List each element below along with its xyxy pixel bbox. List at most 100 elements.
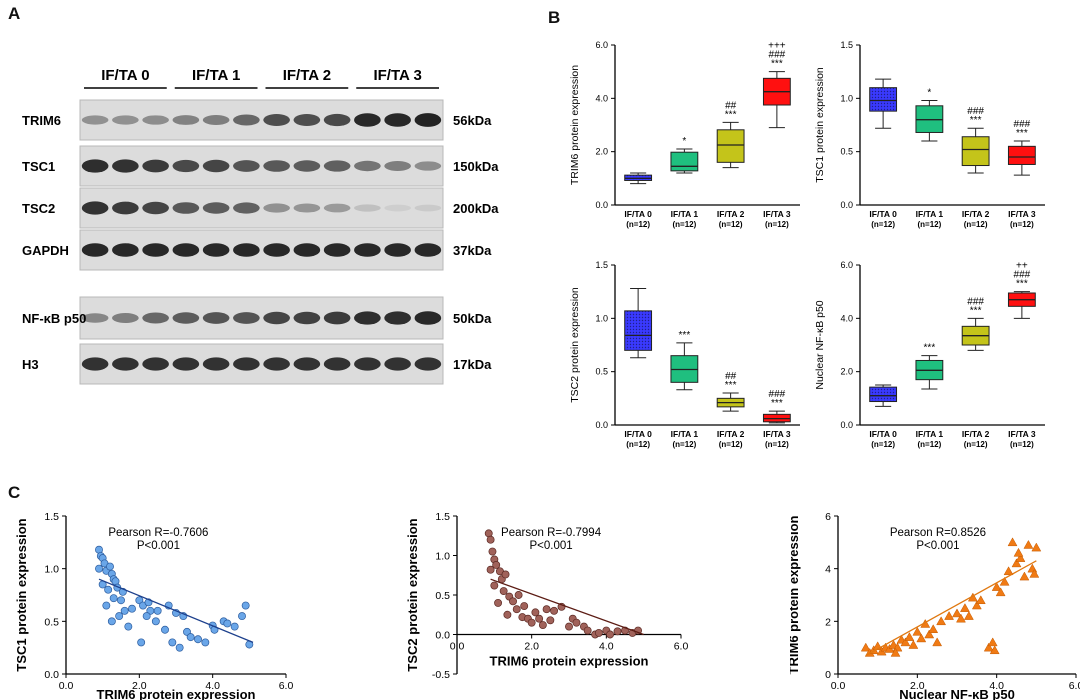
- significance-mark: ***: [1016, 279, 1028, 290]
- y-tick-label: 1.5: [435, 511, 450, 523]
- blot-band: [263, 160, 290, 172]
- boxplot-trim6: 0.0 2.0 4.0 6.0 TRIM6 protein expression IF/T…: [569, 40, 800, 229]
- significance-mark: ##: [725, 371, 737, 382]
- blot-band: [233, 243, 260, 257]
- pearson-label: Pearson R=-0.7606: [108, 527, 208, 539]
- blot-band: [172, 243, 200, 257]
- category-label: IF/TA 2: [717, 429, 745, 439]
- blot-band: [142, 243, 169, 257]
- data-point: [527, 618, 536, 627]
- blot-band: [293, 203, 321, 213]
- scatter-tsc2-vs-trim6: -0.5 0.0 0.5 1.0 1.5 0.0 2.0 4.0 6.0 TSC2 protein…: [405, 511, 688, 681]
- blot-band: [202, 357, 230, 371]
- blot-band: [172, 357, 200, 371]
- data-point: [161, 625, 169, 634]
- data-point: [542, 605, 551, 614]
- data-point: [520, 602, 529, 611]
- blot-band: [384, 357, 411, 371]
- blot-kda-label: 37kDa: [453, 243, 492, 258]
- regression-line: [98, 578, 254, 644]
- box: [961, 136, 990, 167]
- category-label: IF/TA 1: [671, 429, 699, 439]
- blot-band: [81, 313, 109, 323]
- data-point: [531, 608, 540, 617]
- scatter-tsc1-vs-trim6: 0.0 0.5 1.0 1.5 0.0 2.0 4.0 6.0 TSC1 protein exp…: [14, 511, 293, 700]
- significance-mark: ###: [967, 296, 984, 307]
- data-point: [583, 626, 592, 635]
- y-tick-label: 0.0: [595, 420, 608, 430]
- significance-mark: *: [682, 136, 686, 147]
- y-tick-label: 2.0: [840, 367, 853, 377]
- p-value-label: P<0.001: [916, 540, 959, 552]
- data-point: [1007, 537, 1018, 547]
- y-axis-label: Nuclear NF-κB p50: [814, 300, 826, 389]
- blot-band: [354, 357, 381, 371]
- data-point: [952, 608, 962, 618]
- data-point: [230, 622, 239, 631]
- significance-mark: ***: [771, 398, 783, 409]
- blot-band: [323, 357, 351, 371]
- data-point: [989, 645, 1000, 655]
- blot-band: [81, 115, 109, 125]
- blot-band: [172, 312, 200, 324]
- y-tick-label: 4: [825, 564, 831, 576]
- blot-band: [354, 113, 381, 127]
- data-point: [494, 598, 503, 607]
- data-point: [1003, 566, 1014, 576]
- western-blot: IF/TA 0 IF/TA 1 IF/TA 2 IF/TA 3 TRIM6 56kDa TS…: [22, 67, 499, 385]
- n-label: (n=12): [871, 220, 895, 229]
- blot-band: [293, 243, 321, 257]
- y-tick-label: 6.0: [595, 40, 608, 50]
- data-point: [223, 619, 232, 628]
- data-point: [499, 587, 508, 596]
- data-point: [175, 643, 184, 652]
- category-label: IF/TA 2: [962, 209, 990, 219]
- data-point: [932, 637, 943, 647]
- significance-mark: +++: [768, 41, 786, 52]
- data-point: [124, 622, 133, 631]
- blot-band: [293, 114, 321, 126]
- data-point: [168, 638, 177, 647]
- data-point: [1029, 568, 1040, 578]
- boxplot-tsc2: 0.0 0.5 1.0 1.5 TSC2 protein expression IF/TA…: [569, 260, 800, 449]
- data-point: [971, 600, 982, 610]
- category-label: IF/TA 0: [869, 209, 897, 219]
- blot-strip: [79, 99, 444, 141]
- category-label: IF/TA 2: [717, 209, 745, 219]
- blot-band: [233, 312, 260, 324]
- n-label: (n=12): [672, 220, 696, 229]
- pearson-label: Pearson R=0.8526: [890, 527, 986, 539]
- blot-strip: [79, 343, 444, 385]
- blot-kda-label: 150kDa: [453, 159, 499, 174]
- blot-protein-label: GAPDH: [22, 243, 69, 258]
- data-point: [241, 601, 250, 610]
- x-tick-label: 0.0: [450, 641, 465, 653]
- y-tick-label: 0.5: [44, 616, 59, 628]
- n-label: (n=12): [719, 220, 743, 229]
- y-tick-label: 0.0: [840, 420, 853, 430]
- data-point: [1019, 571, 1030, 581]
- y-axis-label: TSC1 protein expression: [14, 518, 29, 671]
- blot-band: [233, 202, 260, 214]
- data-point: [916, 633, 927, 643]
- blot-kda-label: 17kDa: [453, 357, 492, 372]
- significance-mark: ***: [725, 380, 737, 391]
- data-point: [501, 570, 510, 579]
- significance-mark: *: [927, 87, 931, 98]
- p-value-label: P<0.001: [137, 540, 180, 552]
- data-point: [924, 629, 935, 639]
- data-point: [104, 585, 113, 594]
- x-tick-label: 2.0: [910, 680, 925, 692]
- y-tick-label: 1.0: [435, 551, 450, 563]
- data-point: [486, 535, 495, 544]
- blot-band: [233, 357, 260, 371]
- data-point: [956, 613, 966, 623]
- data-point: [991, 582, 1002, 591]
- blot-band: [263, 114, 290, 126]
- data-point: [944, 611, 954, 620]
- boxplot-tsc1: 0.0 0.5 1.0 1.5 TSC1 protein expression IF/TA…: [814, 40, 1045, 229]
- blot-kda-label: 56kDa: [453, 113, 492, 128]
- data-point: [904, 632, 915, 641]
